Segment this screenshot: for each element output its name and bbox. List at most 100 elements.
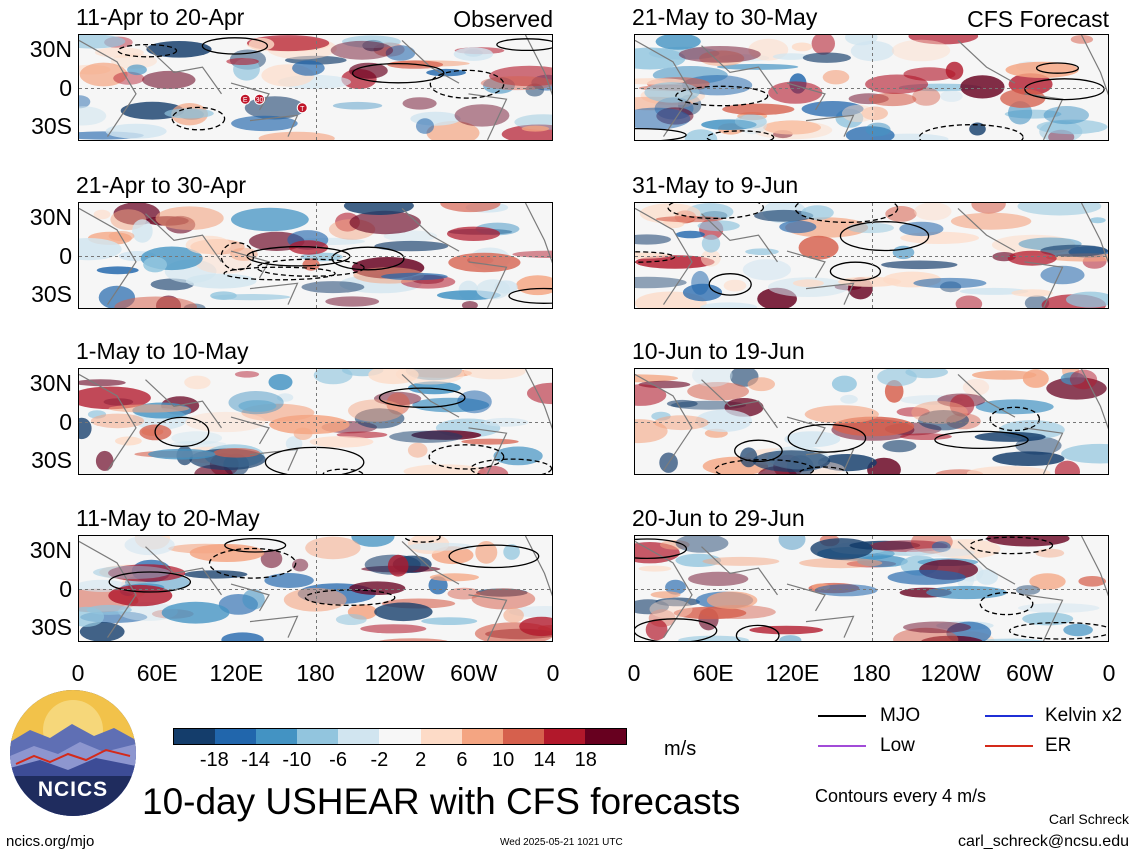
x-tick-label: 120E	[209, 660, 264, 686]
shear-blob	[697, 220, 740, 232]
shear-blob	[688, 571, 749, 586]
y-tick-label: 30N	[29, 369, 72, 396]
shear-blob	[463, 369, 526, 380]
shear-blob	[1035, 548, 1065, 558]
shear-blob	[1017, 203, 1102, 216]
shear-blob	[185, 273, 257, 289]
y-tick-label: 30S	[31, 447, 72, 474]
shear-blob	[801, 101, 864, 117]
shear-blob	[645, 619, 668, 641]
colorbar-tick-label: -14	[241, 749, 270, 771]
legend-line-er	[985, 745, 1033, 747]
shear-blob	[950, 212, 1032, 230]
shear-blob	[368, 369, 419, 385]
shear-blob	[226, 58, 259, 65]
legend-label-low: Low	[880, 735, 915, 756]
shear-blob	[702, 556, 780, 566]
shear-blob	[914, 203, 952, 221]
ncics-logo: NCICS	[10, 690, 136, 816]
mjo-contour	[787, 423, 867, 453]
shear-blob	[899, 221, 944, 237]
x-tick-label: 120W	[920, 660, 981, 686]
shear-blob	[635, 276, 687, 289]
shear-blob	[1000, 88, 1046, 108]
shear-blob	[893, 627, 959, 641]
shear-blob	[407, 442, 428, 458]
shear-blob	[908, 35, 979, 45]
y-tick-label: 0	[59, 242, 72, 269]
mjo-contour	[496, 38, 552, 52]
shear-blob	[791, 42, 813, 52]
shear-blob	[79, 417, 92, 440]
shear-blob	[402, 97, 437, 110]
shear-blob	[701, 119, 757, 130]
shear-blob	[1089, 217, 1106, 224]
shear-blob	[650, 591, 681, 599]
shear-blob	[379, 638, 448, 641]
shear-blob	[127, 64, 147, 76]
x-tick-label: 0	[627, 660, 641, 686]
y-tick-label: 0	[59, 74, 72, 101]
shear-blob	[457, 390, 492, 414]
shear-blob	[79, 379, 126, 387]
colorbar-swatch	[297, 729, 339, 744]
mjo-contour	[1024, 78, 1105, 101]
shear-blob	[635, 252, 671, 259]
shear-blob	[687, 382, 749, 401]
shear-blob	[801, 205, 834, 221]
shear-blob	[96, 266, 139, 275]
svg-text:T: T	[300, 106, 305, 113]
shear-blob	[911, 401, 968, 424]
shear-blob	[143, 256, 167, 273]
colorbar-tick-label: 6	[456, 749, 468, 771]
colorbar-swatch	[338, 729, 380, 744]
mjo-contour	[734, 439, 783, 463]
shear-blob	[700, 302, 758, 308]
shear-blob	[722, 103, 795, 116]
colorbar-swatch	[379, 729, 421, 744]
mjo-contour	[979, 591, 1034, 616]
shear-blob	[132, 219, 153, 243]
shear-blob	[975, 399, 1054, 415]
shear-blob	[416, 118, 434, 134]
mjo-contour	[635, 618, 718, 641]
shear-blob	[745, 248, 779, 255]
cyclone-marker: E	[239, 93, 251, 105]
mjo-contour	[797, 466, 849, 474]
units-label: m/s	[664, 738, 697, 760]
shear-blob	[461, 301, 478, 308]
website: ncics.org/mjo	[6, 833, 95, 850]
coastline	[79, 536, 552, 641]
shear-blob	[79, 386, 151, 410]
shear-blob	[659, 540, 690, 550]
shear-blob	[673, 606, 747, 620]
x-tick-label: 0	[1102, 660, 1116, 686]
shear-blob	[421, 617, 478, 625]
shear-blob	[105, 123, 167, 139]
shear-blob	[810, 538, 873, 560]
shear-blob	[381, 272, 448, 281]
colorbar-swatch	[256, 729, 298, 744]
shear-blob	[635, 599, 669, 615]
timestamp: Wed 2025-05-21 1021 UTC	[500, 837, 623, 848]
mjo-contour	[667, 203, 765, 220]
shear-blob	[945, 61, 964, 80]
panel-title: 21-Apr to 30-Apr	[76, 172, 247, 198]
shear-blob	[503, 607, 524, 623]
shear-blob	[115, 436, 142, 446]
shear-blob	[79, 95, 91, 109]
mjo-contour	[714, 458, 815, 474]
shear-blob	[701, 234, 721, 253]
shear-blob	[1070, 35, 1094, 44]
y-tick-label: 30N	[29, 536, 72, 563]
colorbar-tick-label: 14	[533, 749, 556, 771]
mjo-contour	[829, 261, 882, 282]
x-tick-label: 180	[852, 660, 891, 686]
shear-blob	[700, 605, 776, 619]
shear-blob	[118, 602, 178, 621]
coastline	[79, 369, 552, 474]
shear-blob	[268, 374, 293, 391]
y-tick-label: 30S	[31, 113, 72, 140]
legend-label-mjo: MJO	[880, 705, 921, 726]
shear-blob	[335, 614, 367, 625]
